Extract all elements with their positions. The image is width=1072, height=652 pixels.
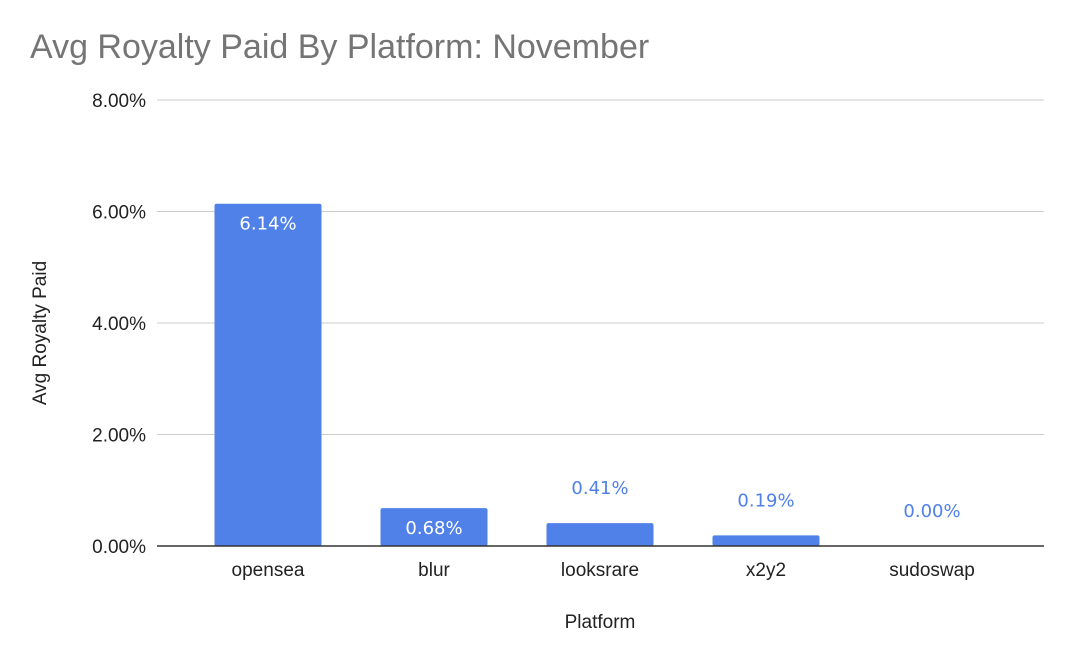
y-tick-label: 8.00% <box>92 91 146 112</box>
bars <box>214 203 820 546</box>
y-axis-ticks: 0.00% 2.00% 4.00% 6.00% 8.00% <box>92 91 146 558</box>
bar-looksrare <box>546 523 654 546</box>
x-tick-label: looksrare <box>561 560 639 581</box>
y-tick-label: 6.00% <box>92 203 146 224</box>
y-tick-label: 4.00% <box>92 314 146 335</box>
data-label: 6.14% <box>239 214 296 235</box>
x-axis-ticks: opensea blur looksrare x2y2 sudoswap <box>232 560 975 581</box>
bar-x2y2 <box>712 535 820 546</box>
x-tick-label: sudoswap <box>889 560 975 581</box>
bar-blur <box>380 508 488 546</box>
chart-title: Avg Royalty Paid By Platform: November <box>30 28 649 66</box>
data-label: 0.00% <box>903 501 960 522</box>
x-axis-title: Platform <box>565 612 636 633</box>
y-tick-label: 0.00% <box>92 537 146 558</box>
x-tick-label: x2y2 <box>746 560 786 581</box>
data-label: 0.41% <box>571 478 628 499</box>
bar-opensea <box>214 203 322 546</box>
y-axis-title: Avg Royalty Paid <box>30 261 51 405</box>
data-label: 0.68% <box>405 518 462 539</box>
data-label: 0.19% <box>737 490 794 511</box>
data-labels: 6.14% 0.68% 0.41% 0.19% 0.00% <box>239 214 960 539</box>
y-tick-label: 2.00% <box>92 426 146 447</box>
x-tick-label: opensea <box>232 560 305 581</box>
x-tick-label: blur <box>418 560 450 581</box>
